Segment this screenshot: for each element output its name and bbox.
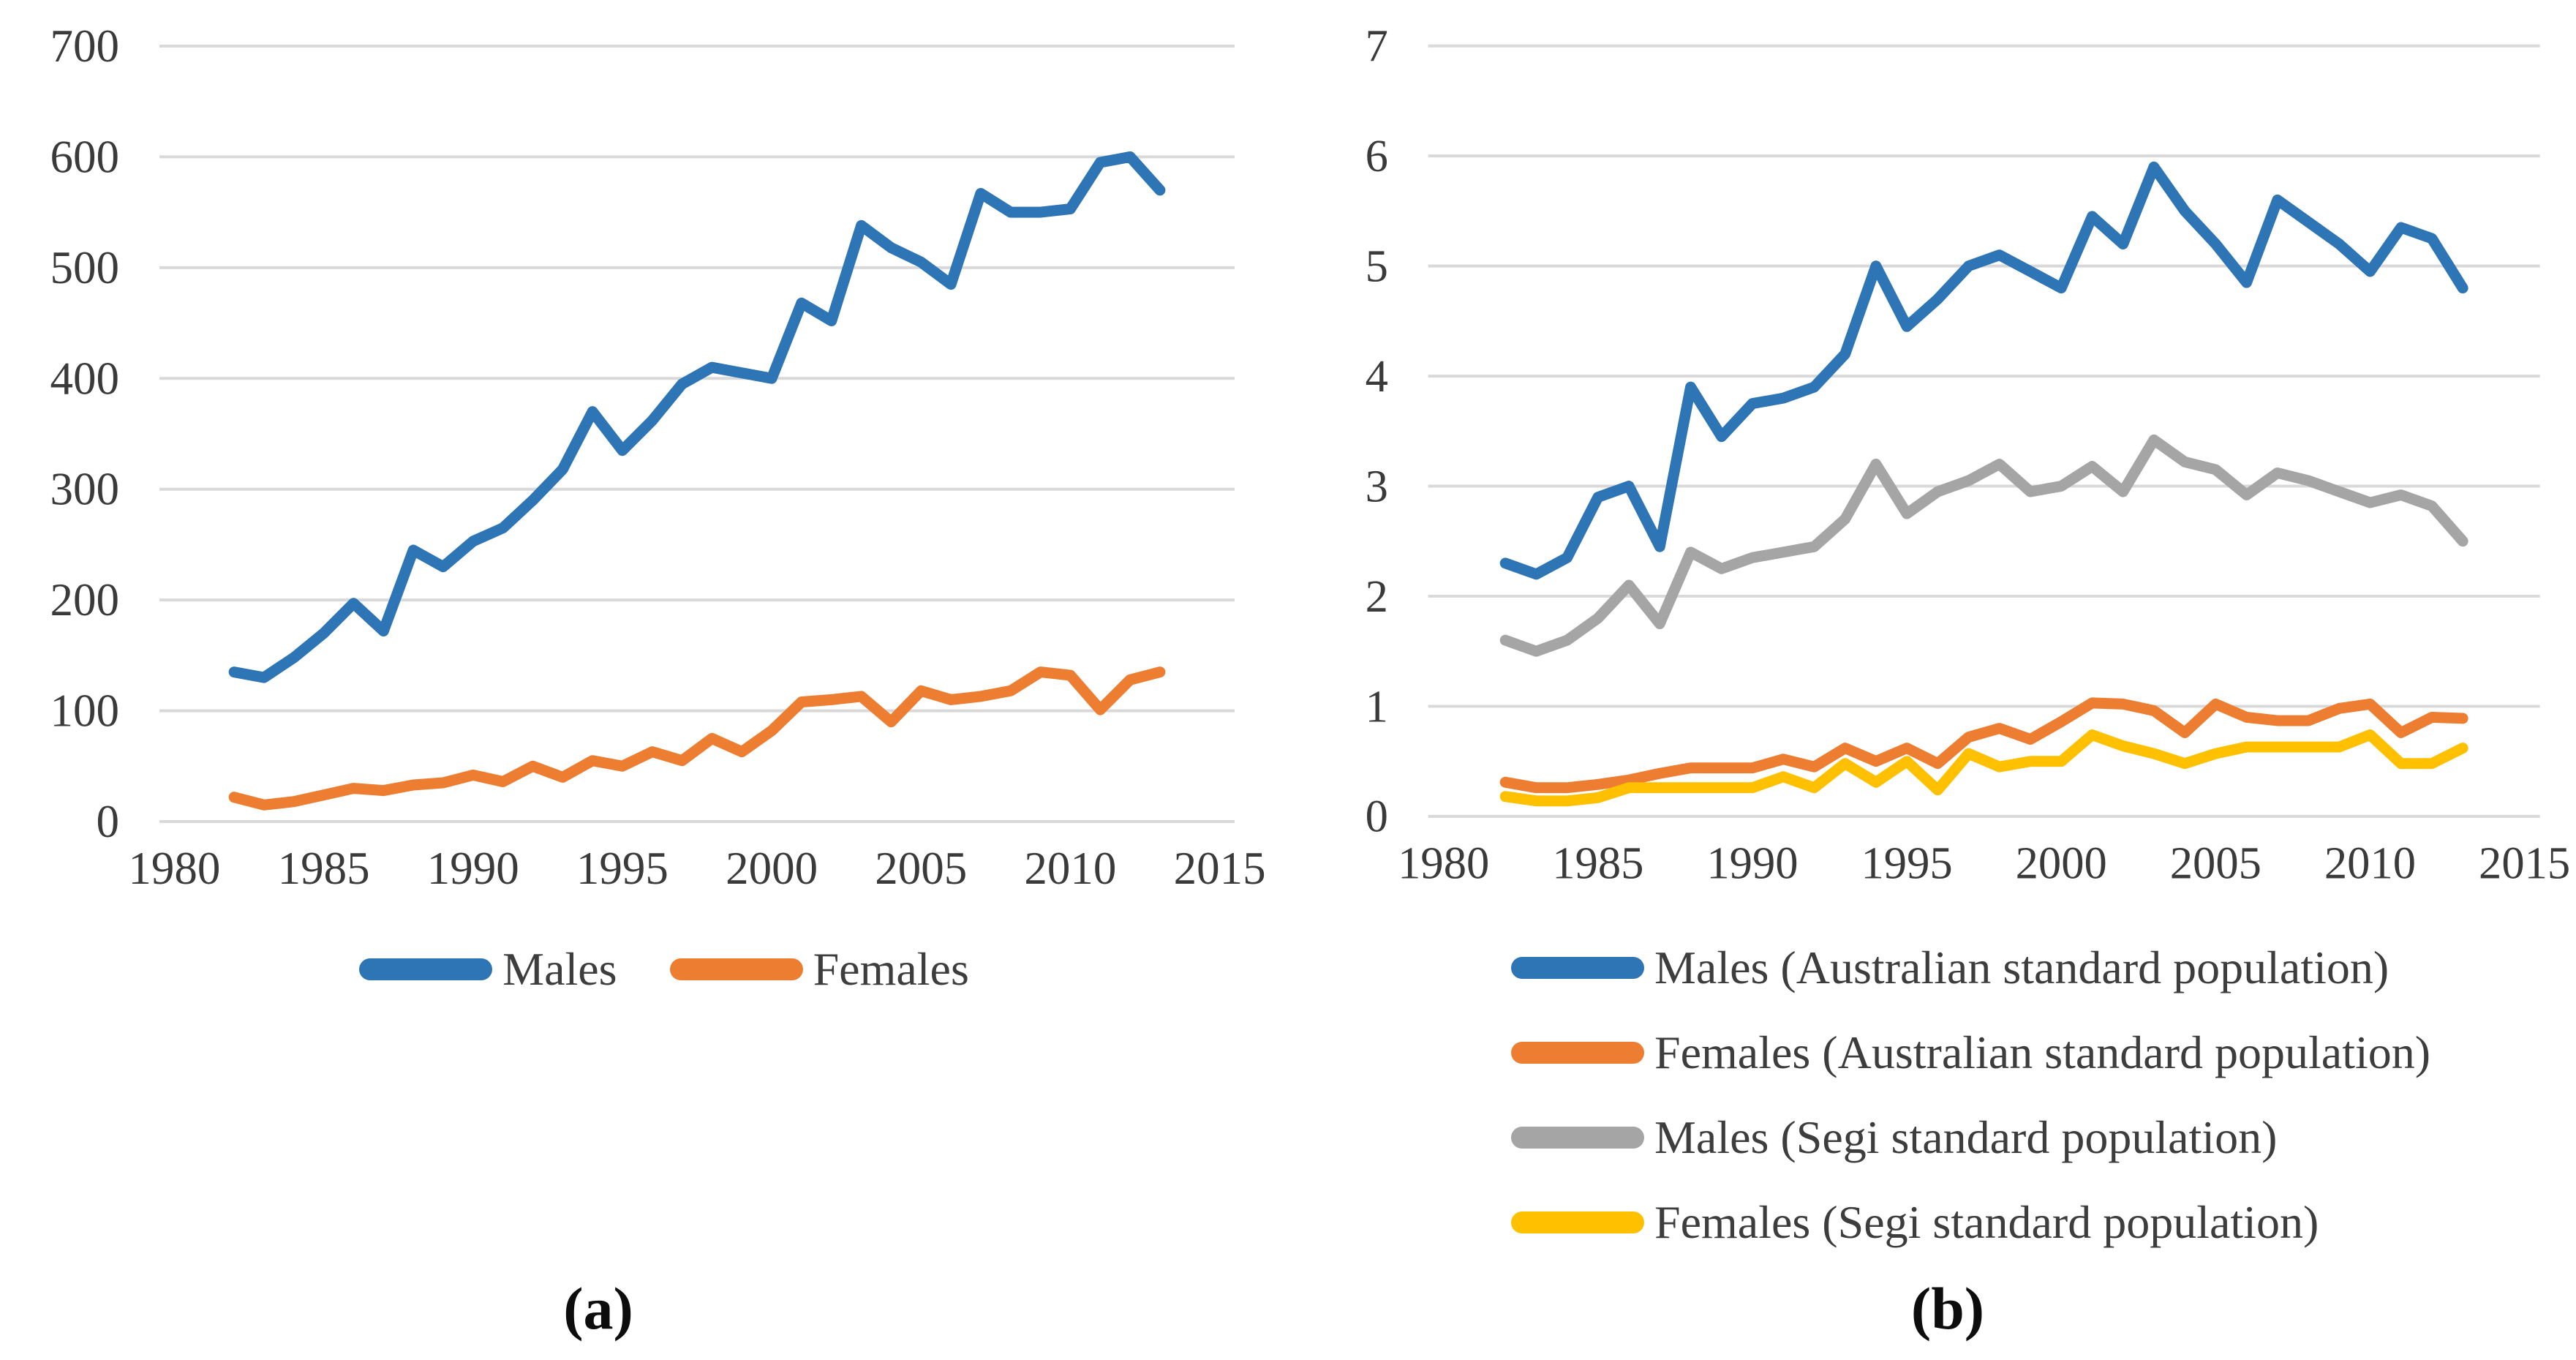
legend-item-males: Males	[359, 941, 617, 998]
caption-b: (b)	[1910, 1275, 1985, 1342]
svg-text:600: 600	[50, 131, 120, 182]
svg-text:1990: 1990	[427, 843, 519, 894]
males-line-swatch-icon	[359, 958, 493, 980]
svg-text:5: 5	[1366, 241, 1388, 292]
svg-text:500: 500	[50, 242, 120, 293]
svg-text:400: 400	[50, 353, 120, 404]
legend-label-females: Females	[813, 943, 969, 995]
svg-text:1995: 1995	[576, 843, 669, 894]
chart-a-plot: 0 100 200 300 400 500 600 700 1980 1985 1990 1995 20…	[50, 20, 1266, 894]
females-australian-line-swatch-icon	[1511, 1042, 1644, 1064]
svg-text:100: 100	[50, 685, 120, 737]
svg-text:2005: 2005	[875, 843, 967, 894]
females-line-swatch-icon	[669, 958, 803, 980]
females-segi-line-swatch-icon	[1511, 1211, 1644, 1233]
legend-label-males-segi: Males (Segi standard population)	[1654, 1111, 2278, 1163]
legend-item-females-australian: Females (Australian standard population)	[1511, 1024, 2430, 1081]
caption-a: (a)	[563, 1275, 633, 1342]
svg-text:6: 6	[1366, 130, 1388, 181]
legend-item-males-australian: Males (Australian standard population)	[1511, 939, 2389, 996]
chart-b-plot: 0 1 2 3 4 5 6 7 1980 1985 1990 1995 2000 2005 2010 2015	[1366, 20, 2571, 889]
svg-text:4: 4	[1366, 350, 1388, 402]
legend-label-males-australian: Males (Australian standard population)	[1654, 942, 2389, 993]
svg-text:2005: 2005	[2170, 837, 2261, 888]
chart-b-legend: Males (Australian standard population) F…	[1308, 939, 2573, 1279]
legend-item-males-segi: Males (Segi standard population)	[1511, 1109, 2277, 1166]
svg-text:2015: 2015	[2479, 837, 2570, 888]
svg-text:2015: 2015	[1174, 843, 1266, 894]
svg-text:1985: 1985	[1552, 837, 1643, 888]
legend-label-males: Males	[502, 943, 617, 995]
svg-text:1985: 1985	[278, 843, 370, 894]
svg-text:1995: 1995	[1861, 837, 1953, 888]
svg-text:1990: 1990	[1706, 837, 1798, 888]
svg-text:200: 200	[50, 574, 120, 625]
chart-b: 0 1 2 3 4 5 6 7 1980 1985 1990 1995 2000 2005 2010 2015…	[1308, 13, 2573, 1346]
legend-item-females: Females	[669, 941, 969, 998]
svg-text:2: 2	[1366, 571, 1388, 622]
svg-text:7: 7	[1366, 20, 1388, 72]
males-australian-line-swatch-icon	[1511, 957, 1644, 979]
svg-text:2010: 2010	[2324, 837, 2416, 888]
legend-label-females-australian: Females (Australian standard population)	[1654, 1026, 2431, 1078]
chart-a: 0 100 200 300 400 500 600 700 1980 1985 1990 1995 20…	[42, 13, 1286, 1346]
males-segi-line-swatch-icon	[1511, 1127, 1644, 1149]
svg-text:700: 700	[50, 20, 120, 72]
svg-text:0: 0	[1366, 791, 1388, 842]
legend-label-females-segi: Females (Segi standard population)	[1654, 1196, 2319, 1248]
legend-item-females-segi: Females (Segi standard population)	[1511, 1194, 2319, 1251]
svg-text:2000: 2000	[726, 843, 818, 894]
svg-text:2010: 2010	[1024, 843, 1116, 894]
svg-text:1: 1	[1366, 680, 1388, 732]
svg-text:0: 0	[97, 796, 120, 847]
svg-text:300: 300	[50, 464, 120, 515]
svg-text:1980: 1980	[1398, 837, 1489, 888]
chart-a-legend: Males Females	[42, 941, 1286, 998]
svg-text:1980: 1980	[128, 843, 220, 894]
svg-text:3: 3	[1366, 460, 1388, 511]
svg-text:2000: 2000	[2016, 837, 2107, 888]
